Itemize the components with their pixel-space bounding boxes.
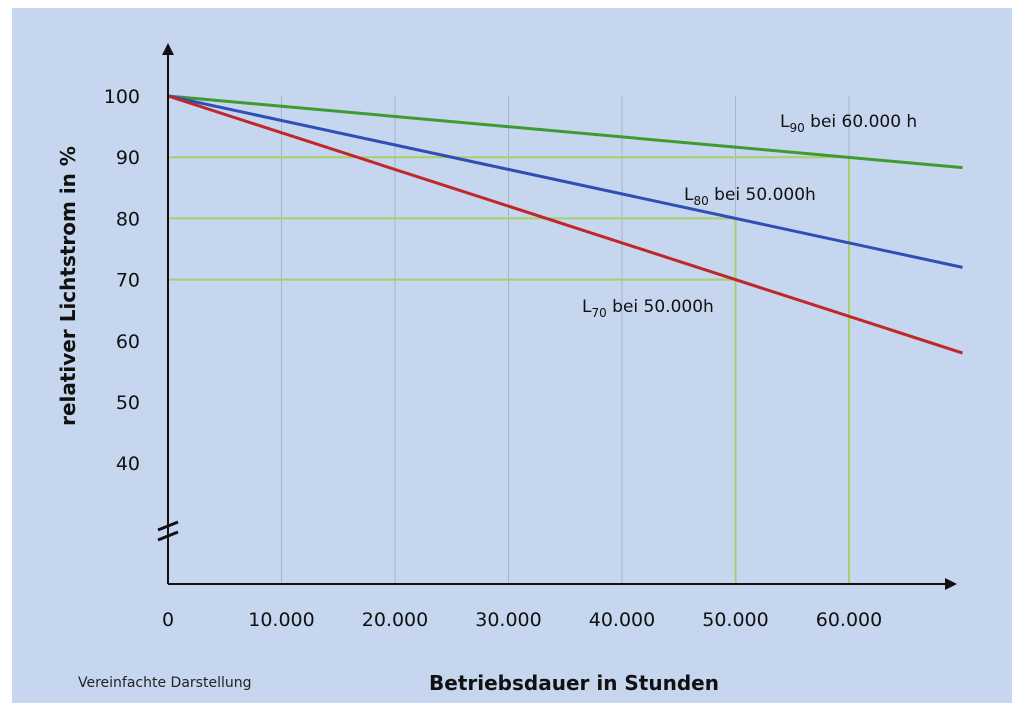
x-tick-label-6: 60.000 [816, 609, 882, 631]
y-tick-label-2: 60 [116, 331, 140, 353]
series-line-l70 [167, 94, 963, 355]
footnote: Vereinfachte Darstellung [78, 675, 252, 691]
chart-panel: 0 10.000 20.000 30.000 40.000 50.000 60.000 40 5… [12, 8, 1012, 703]
x-tick-label-0: 0 [162, 609, 174, 631]
y-tick-label-1: 50 [116, 392, 140, 414]
series-line-l90 [167, 94, 963, 170]
lumen-maintenance-chart: 0 10.000 20.000 30.000 40.000 50.000 60.000 40 5… [56, 43, 963, 695]
y-tick-label-4: 80 [116, 208, 140, 230]
annotation-l80: L80 bei 50.000h [684, 185, 816, 208]
axis-break-mark-1 [157, 520, 179, 532]
annotation-l90: L90 bei 60.000 h [780, 112, 917, 135]
x-axis-arrow-icon [945, 578, 957, 590]
y-tick-label-5: 90 [116, 147, 140, 169]
y-tick-label-6: 100 [104, 86, 140, 108]
x-tick-label-1: 10.000 [248, 609, 314, 631]
x-tick-label-2: 20.000 [362, 609, 428, 631]
series-line-l80 [167, 94, 963, 269]
y-tick-label-3: 70 [116, 270, 140, 292]
y-tick-label-0: 40 [116, 453, 140, 475]
x-tick-label-5: 50.000 [702, 609, 768, 631]
y-axis-title: relativer Lichtstrom in % [56, 146, 80, 426]
x-axis-title: Betriebsdauer in Stunden [429, 671, 719, 695]
axis-break-mark-2 [157, 530, 179, 542]
y-axis-arrow-icon [162, 43, 174, 55]
annotation-l70: L70 bei 50.000h [582, 297, 714, 320]
x-tick-label-3: 30.000 [475, 609, 541, 631]
x-tick-label-4: 40.000 [589, 609, 655, 631]
